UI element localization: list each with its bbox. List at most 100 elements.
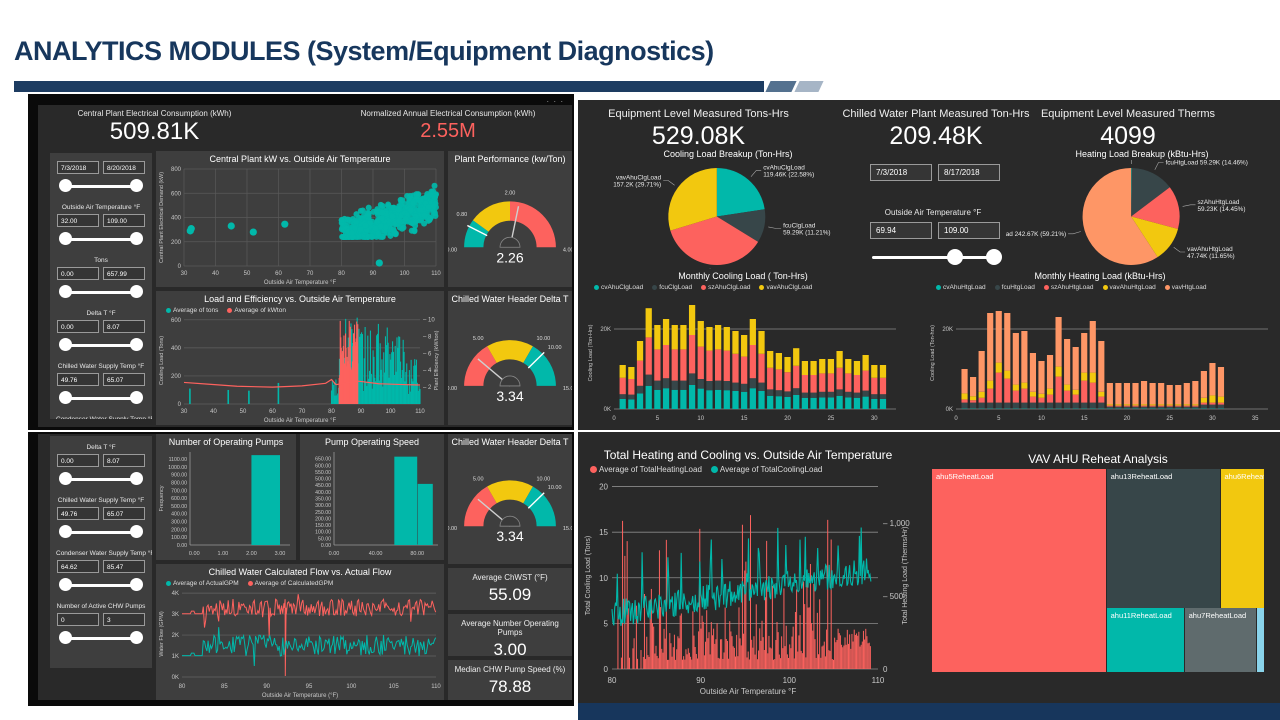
svg-text:500.00: 500.00 [171, 504, 187, 510]
slicer-max-input[interactable]: 65.07 [103, 507, 145, 520]
line-chart-chw-flow[interactable]: Chilled Water Calculated Flow vs. Actual… [156, 564, 444, 700]
gauge-chw-header-delta-t[interactable]: Chilled Water Header Delta T 0.00 5.00 10.0… [448, 434, 572, 564]
slicer-min-input[interactable]: 0.00 [57, 454, 99, 467]
pie-cooling-load-breakup[interactable]: Cooling Load Breakup (Ton-Hrs) cvAhuClgLo… [588, 146, 868, 270]
chart-total-heating-cooling[interactable]: Total Heating and Cooling vs. Outside Ai… [582, 442, 914, 697]
oat-min-input[interactable]: 69.94 [870, 222, 932, 239]
slicer-min-input[interactable]: 0.00 [57, 267, 99, 280]
slider-track[interactable] [62, 584, 140, 587]
slider-handle-max[interactable] [130, 578, 143, 591]
slider-track[interactable] [62, 291, 140, 294]
slider-handle-max[interactable] [130, 631, 143, 644]
slider-handle-max[interactable] [986, 249, 1002, 265]
slider-handle-min[interactable] [59, 232, 72, 245]
slider-track[interactable] [62, 344, 140, 347]
range-slicer-delta-t-f: Delta T °F 0.00 8.07 [56, 310, 146, 353]
svg-text:10.00: 10.00 [548, 485, 562, 491]
bar-chart-monthly-heating[interactable]: Monthly Heating Load (kBtu-Hrs) cvAhuHtgL… [926, 268, 1274, 426]
svg-text:600.00: 600.00 [171, 496, 187, 502]
svg-text:15: 15 [1081, 416, 1088, 422]
slider-track[interactable] [62, 185, 140, 188]
slicer-min-input[interactable]: 49.76 [57, 373, 99, 386]
slider-handle-min[interactable] [59, 578, 72, 591]
slider-handle-max[interactable] [130, 285, 143, 298]
slider-handle-min[interactable] [59, 472, 72, 485]
treemap-block-ahu5ReheatLoad[interactable]: ahu5ReheatLoad [932, 469, 1106, 672]
legend-dot [652, 285, 658, 291]
oat-max-input[interactable]: 109.00 [938, 222, 1000, 239]
treemap-block-ahu11ReheatLoad[interactable]: ahu11ReheatLoad [1106, 608, 1184, 672]
date-to-input[interactable]: 8/17/2018 [938, 164, 1000, 181]
gauge-chw-header-delta-t[interactable]: Chilled Water Header Delta T 0.00 5.00 10.0… [448, 291, 572, 425]
more-options-icon[interactable]: . . . [546, 94, 564, 104]
date-from-input[interactable]: 7/3/2018 [870, 164, 932, 181]
treemap-block-ahu7ReheatLoad[interactable]: ahu7ReheatLoad [1184, 608, 1257, 672]
slider-handle-min[interactable] [946, 249, 963, 265]
slider-track[interactable] [62, 397, 140, 400]
kpi-label: Equipment Level Measured Therms [1040, 108, 1216, 120]
slicer-label: Tons [94, 257, 108, 264]
slider-track[interactable] [62, 478, 140, 481]
slider-handle-max[interactable] [130, 179, 143, 192]
slider-handle-max[interactable] [130, 472, 143, 485]
legend-dot [166, 581, 171, 587]
legend-dot [1164, 285, 1170, 291]
slider-handle-min[interactable] [59, 285, 72, 298]
treemap-vav-ahu-reheat[interactable]: VAV AHU Reheat Analysis ahu5ReheatLoad ahu… [928, 446, 1268, 678]
kpi-value-normalized-kwh: 2.55M [420, 120, 476, 142]
treemap-block-ahu6Reheat[interactable]: ahu6Reheat... [1220, 469, 1264, 608]
slider-handle-min[interactable] [59, 391, 72, 404]
svg-text:10: 10 [1038, 416, 1045, 422]
treemap-block[interactable] [1257, 608, 1264, 672]
slider-handle-min[interactable] [59, 631, 72, 644]
combo-chart-load-efficiency[interactable]: Load and Efficiency vs. Outside Air Temp… [156, 291, 444, 425]
svg-text:– 8: – 8 [423, 335, 432, 341]
histogram-pump-speed[interactable]: Pump Operating Speed 0.00 50.00 100.00 150.0… [300, 434, 444, 560]
slicer-max-input[interactable]: 8.07 [103, 320, 145, 333]
slider-handle-min[interactable] [59, 525, 72, 538]
slider-track[interactable] [872, 256, 1000, 259]
slider-handle-max[interactable] [130, 338, 143, 351]
slider-track[interactable] [62, 531, 140, 534]
slider-handle-min[interactable] [59, 338, 72, 351]
panel-heating-cooling-analysis: Total Heating and Cooling vs. Outside Ai… [578, 432, 1280, 720]
slicer-min-input[interactable]: 49.76 [57, 507, 99, 520]
histogram-operating-pumps[interactable]: Number of Operating Pumps 0.00 100.00 200.0… [156, 434, 296, 560]
slicer-max-input[interactable]: 85.47 [103, 560, 145, 573]
treemap-block-ahu13ReheatLoad[interactable]: ahu13ReheatLoad [1106, 469, 1220, 608]
slicer-min-input[interactable]: 32.00 [57, 214, 99, 227]
slicer-max-input[interactable]: 3 [103, 613, 145, 626]
svg-text:15: 15 [741, 416, 748, 422]
slicer-min-input[interactable]: 0 [57, 613, 99, 626]
slicer-min-input[interactable]: 7/3/2018 [57, 161, 99, 174]
svg-text:vavAhuClgLoad: vavAhuClgLoad [616, 175, 662, 182]
slicer-max-input[interactable]: 65.07 [103, 373, 145, 386]
range-slicer-tons: Tons 0.00 657.99 [56, 257, 146, 300]
chart-title: Chilled Water Header Delta T [451, 294, 569, 304]
range-slider [58, 390, 144, 406]
svg-text:10: 10 [599, 574, 608, 583]
svg-text:0K: 0K [946, 407, 953, 413]
svg-text:100: 100 [399, 271, 410, 277]
range-slider [870, 248, 1002, 266]
slicer-max-input[interactable]: 8.07 [103, 454, 145, 467]
scatter-chart-central-plant-kw[interactable]: Central Plant kW vs. Outside Air Tempera… [156, 151, 444, 287]
slider-handle-min[interactable] [59, 179, 72, 192]
slider-track[interactable] [62, 238, 140, 241]
slicer-max-input[interactable]: 657.99 [103, 267, 145, 280]
slider-track[interactable] [62, 637, 140, 640]
svg-text:20: 20 [1124, 416, 1131, 422]
range-slider [58, 630, 144, 646]
slider-handle-max[interactable] [130, 391, 143, 404]
slicer-max-input[interactable]: 8/20/2018 [103, 161, 145, 174]
slicer-min-input[interactable]: 0.00 [57, 320, 99, 333]
chart-title: Pump Operating Speed [324, 437, 420, 447]
slicer-max-input[interactable]: 109.00 [103, 214, 145, 227]
slider-handle-max[interactable] [130, 525, 143, 538]
slider-handle-max[interactable] [130, 232, 143, 245]
pie-heating-load-breakup[interactable]: Heating Load Breakup (kBtu-Hrs)cvAhuHtgL… [1006, 146, 1278, 270]
slicer-min-input[interactable]: 64.62 [57, 560, 99, 573]
gauge-plant-performance[interactable]: Plant Performance (kw/Ton) 0.00 0.80 2.00 4.… [448, 151, 572, 287]
bar-chart-monthly-cooling[interactable]: Monthly Cooling Load ( Ton-Hrs) cvAhuClgL… [584, 268, 902, 426]
svg-text:35: 35 [1252, 416, 1259, 422]
